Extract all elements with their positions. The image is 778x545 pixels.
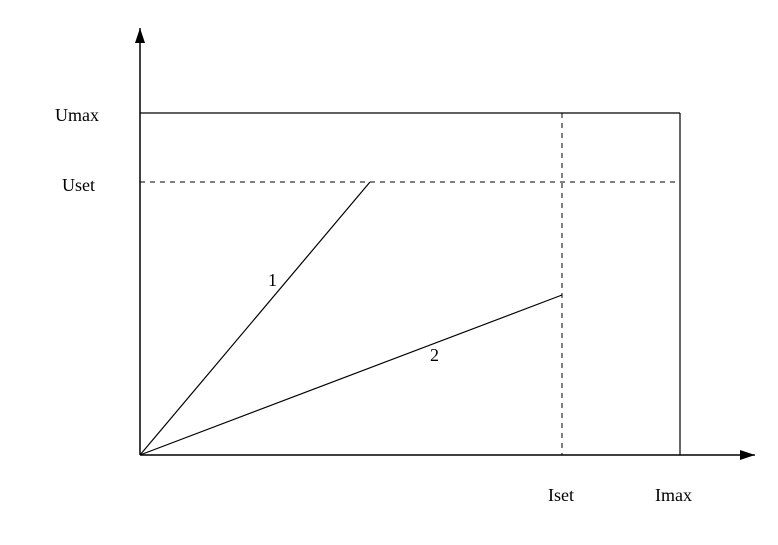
load-line-2 (140, 295, 562, 455)
imax-label: Imax (655, 485, 692, 506)
line1-label: 1 (268, 270, 277, 291)
uset-label: Uset (62, 175, 95, 196)
x-axis-arrow (740, 450, 755, 460)
chart-container: Umax Uset Iset Imax 1 2 (0, 0, 778, 545)
load-line-1 (140, 182, 370, 455)
umax-label: Umax (55, 105, 99, 126)
iset-label: Iset (548, 485, 574, 506)
y-axis-arrow (135, 28, 145, 43)
chart-svg (0, 0, 778, 545)
line2-label: 2 (430, 345, 439, 366)
